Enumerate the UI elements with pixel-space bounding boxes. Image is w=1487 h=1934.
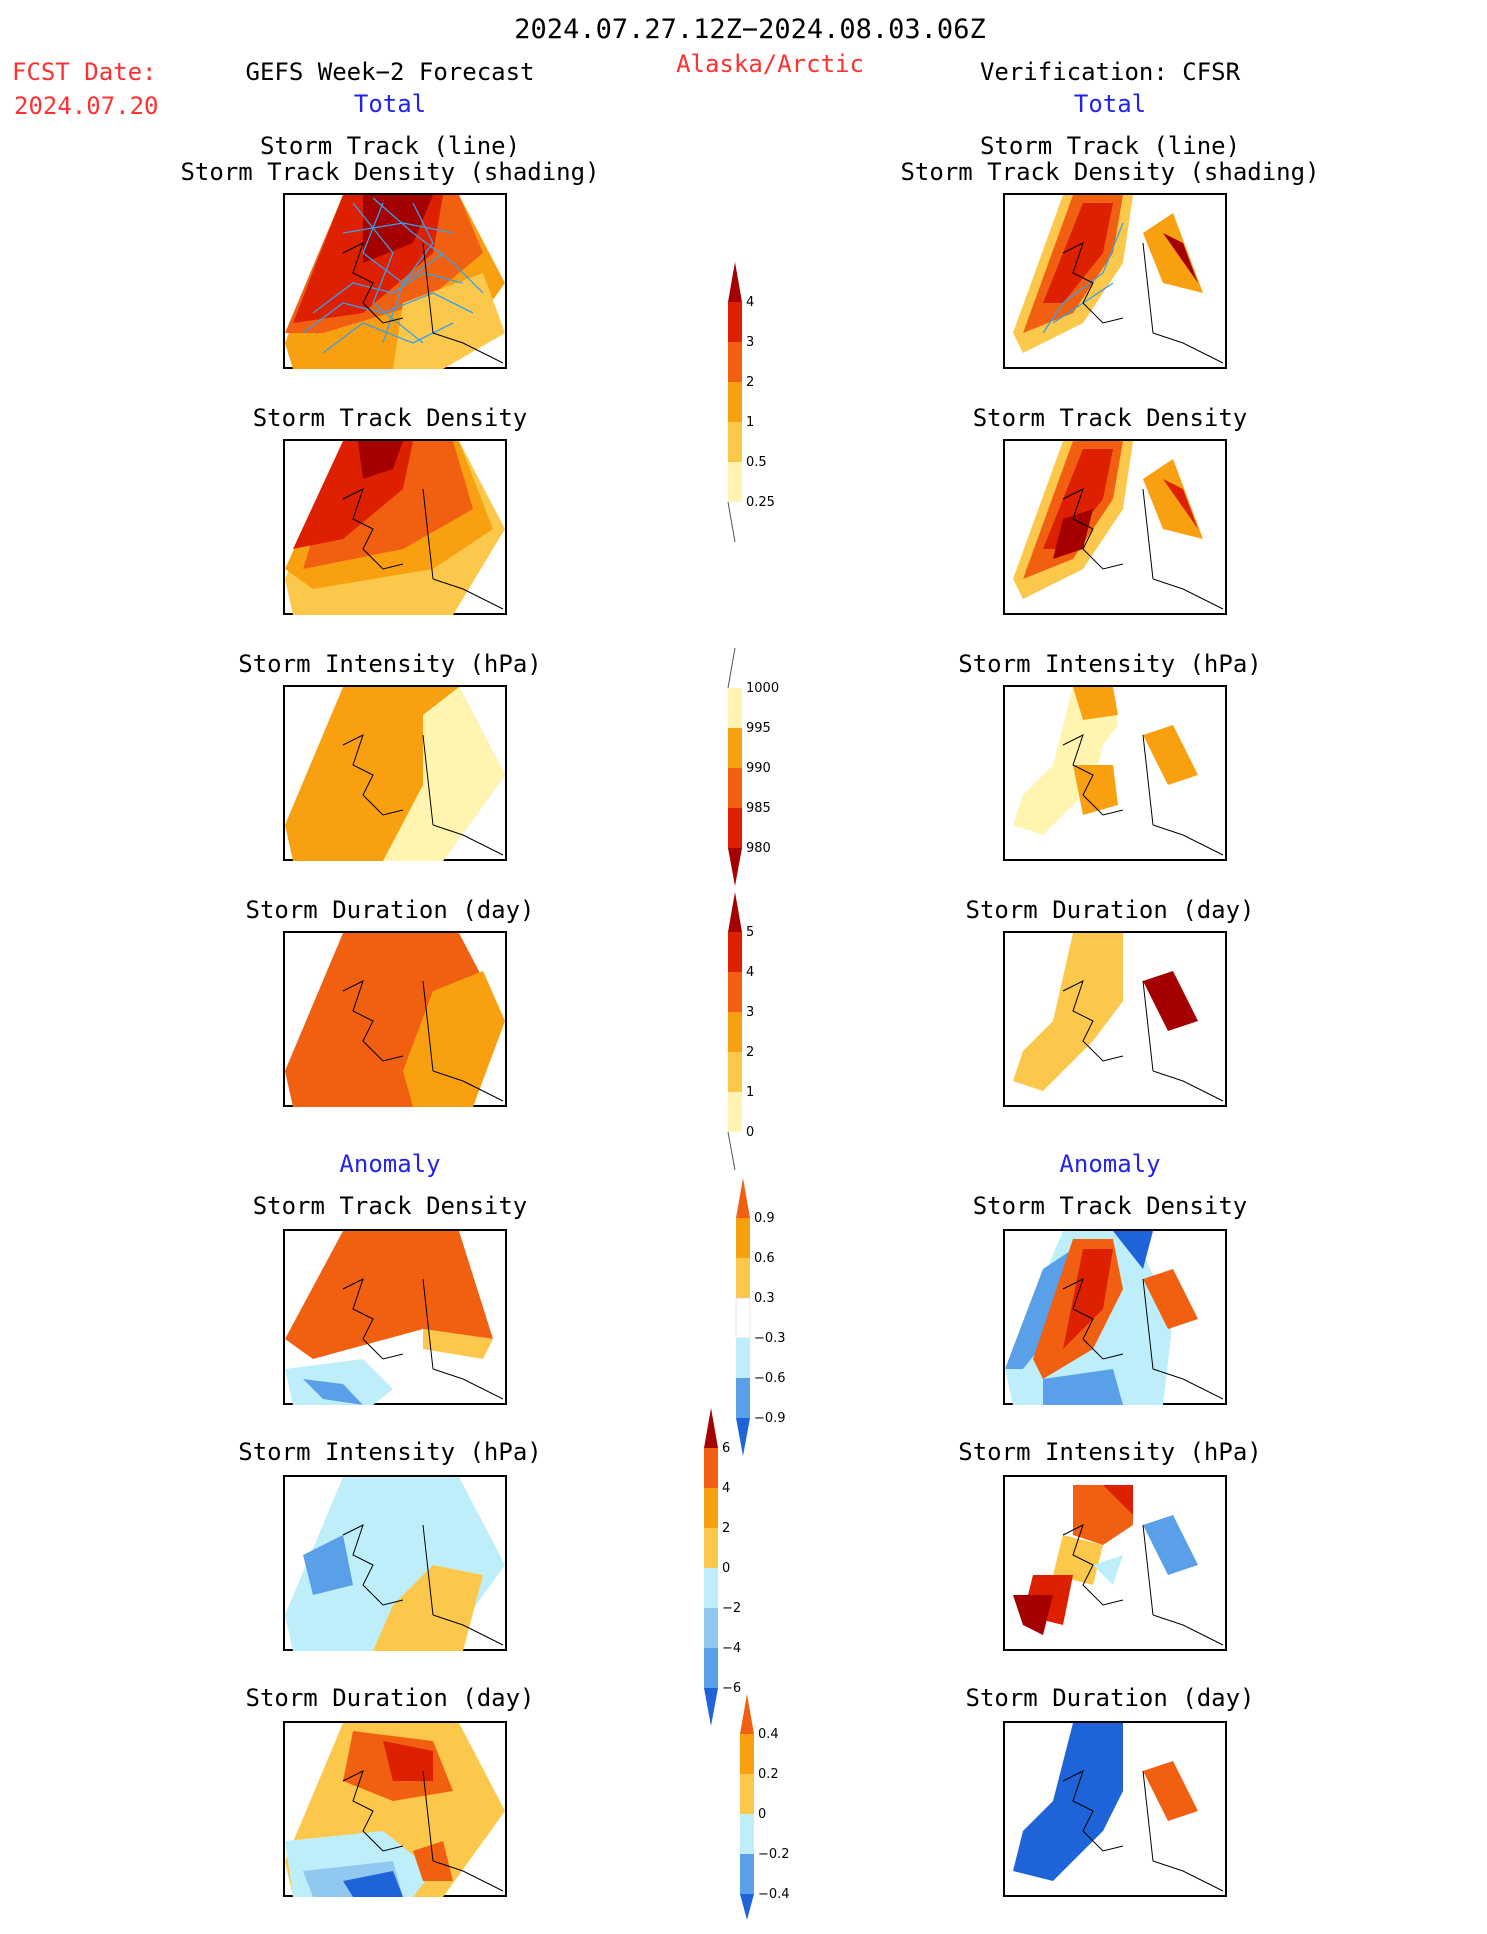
cbar-tick: 2 [722, 1521, 730, 1536]
map-left-anom-intensity [283, 1475, 507, 1651]
cbar-tick: −2 [722, 1601, 741, 1616]
map-right-density [1003, 439, 1227, 615]
right-duration-title: Storm Duration (day) [965, 896, 1255, 924]
cbar-tick: 0.25 [746, 495, 775, 510]
right-anom-duration-title: Storm Duration (day) [965, 1684, 1255, 1712]
left-column-title: GEFS Week−2 Forecast [245, 58, 535, 86]
cbar-tick: −6 [722, 1681, 741, 1696]
cbar-tick: 1000 [746, 681, 779, 696]
map-left-anom-duration [283, 1721, 507, 1897]
cbar-tick: 3 [746, 1005, 754, 1020]
cbar-tick: −0.4 [758, 1887, 790, 1902]
left-total-label: Total [353, 90, 427, 118]
cbar-tick: 6 [722, 1441, 730, 1456]
cbar-tick: −0.6 [754, 1371, 786, 1386]
right-track-line-title: Storm Track (line) [979, 132, 1241, 160]
cbar-tick: 0 [758, 1807, 766, 1822]
colorbar-intensity-anom: 6 4 2 0 −2 −4 −6 [704, 1408, 741, 1726]
right-anom-intensity-title: Storm Intensity (hPa) [958, 1438, 1262, 1466]
map-left-anom-density [283, 1229, 507, 1405]
left-anom-intensity-title: Storm Intensity (hPa) [238, 1438, 542, 1466]
cbar-tick: 4 [746, 965, 754, 980]
colorbar-duration-total: 5 4 3 2 1 0 [727, 892, 754, 1171]
cbar-tick: 985 [746, 801, 771, 816]
left-track-density-shading-title: Storm Track Density (shading) [180, 158, 600, 186]
cbar-tick: 0.3 [754, 1291, 775, 1306]
cbar-tick: 4 [722, 1481, 730, 1496]
left-intensity-title: Storm Intensity (hPa) [238, 650, 542, 678]
map-right-duration [1003, 931, 1227, 1107]
map-right-anom-duration [1003, 1721, 1227, 1897]
cbar-tick: 3 [746, 335, 754, 350]
cbar-tick: 2 [746, 375, 754, 390]
right-anomaly-label: Anomaly [1059, 1150, 1161, 1178]
cbar-tick: 0.6 [754, 1251, 775, 1266]
right-density-title: Storm Track Density [972, 404, 1248, 432]
cbar-tick: −0.9 [754, 1411, 786, 1426]
cbar-tick: 995 [746, 721, 771, 736]
date-range: 2024.07.27.12Z−2024.08.03.06Z [514, 14, 986, 45]
map-right-intensity [1003, 685, 1227, 861]
cbar-tick: 1 [746, 1085, 754, 1100]
map-left-intensity [283, 685, 507, 861]
right-column-title: Verification: CFSR [979, 58, 1241, 86]
right-intensity-title: Storm Intensity (hPa) [958, 650, 1262, 678]
left-anom-density-title: Storm Track Density [252, 1192, 528, 1220]
cbar-tick: 0.2 [758, 1767, 779, 1782]
fcst-date: 2024.07.20 [14, 92, 159, 120]
cbar-tick: 4 [746, 295, 754, 310]
cbar-tick: 5 [746, 925, 754, 940]
map-right-anom-intensity [1003, 1475, 1227, 1651]
cbar-tick: 980 [746, 841, 771, 856]
cbar-tick: 0 [746, 1125, 754, 1140]
fcst-label: FCST Date: [12, 58, 157, 86]
cbar-tick: 0.9 [754, 1211, 775, 1226]
left-duration-title: Storm Duration (day) [245, 896, 535, 924]
cbar-tick: −0.2 [758, 1847, 790, 1862]
cbar-tick: 990 [746, 761, 771, 776]
colorbar-intensity-total: 1000 995 990 985 980 [727, 648, 779, 886]
right-track-density-shading-title: Storm Track Density (shading) [900, 158, 1320, 186]
right-anom-density-title: Storm Track Density [972, 1192, 1248, 1220]
map-left-duration [283, 931, 507, 1107]
map-right-track-line [1003, 193, 1227, 369]
colorbar-duration-anom: 0.4 0.2 0 −0.2 −0.4 [740, 1694, 790, 1920]
region-label: Alaska/Arctic [676, 50, 864, 78]
left-density-title: Storm Track Density [252, 404, 528, 432]
map-left-density [283, 439, 507, 615]
cbar-tick: −0.3 [754, 1331, 786, 1346]
cbar-tick: −4 [722, 1641, 741, 1656]
map-right-anom-density [1003, 1229, 1227, 1405]
colorbar-density-anom: 0.9 0.6 0.3 −0.3 −0.6 −0.9 [735, 1178, 786, 1456]
cbar-tick: 0.4 [758, 1727, 779, 1742]
cbar-tick: 0.5 [746, 455, 767, 470]
left-anom-duration-title: Storm Duration (day) [245, 1684, 535, 1712]
left-track-line-title: Storm Track (line) [259, 132, 521, 160]
left-anomaly-label: Anomaly [339, 1150, 441, 1178]
colorbar-density-total: 4 3 2 1 0.5 0.25 [727, 262, 775, 543]
right-total-label: Total [1073, 90, 1147, 118]
cbar-tick: 2 [746, 1045, 754, 1060]
cbar-tick: 0 [722, 1561, 730, 1576]
cbar-tick: 1 [746, 415, 754, 430]
map-left-track-line [283, 193, 507, 369]
